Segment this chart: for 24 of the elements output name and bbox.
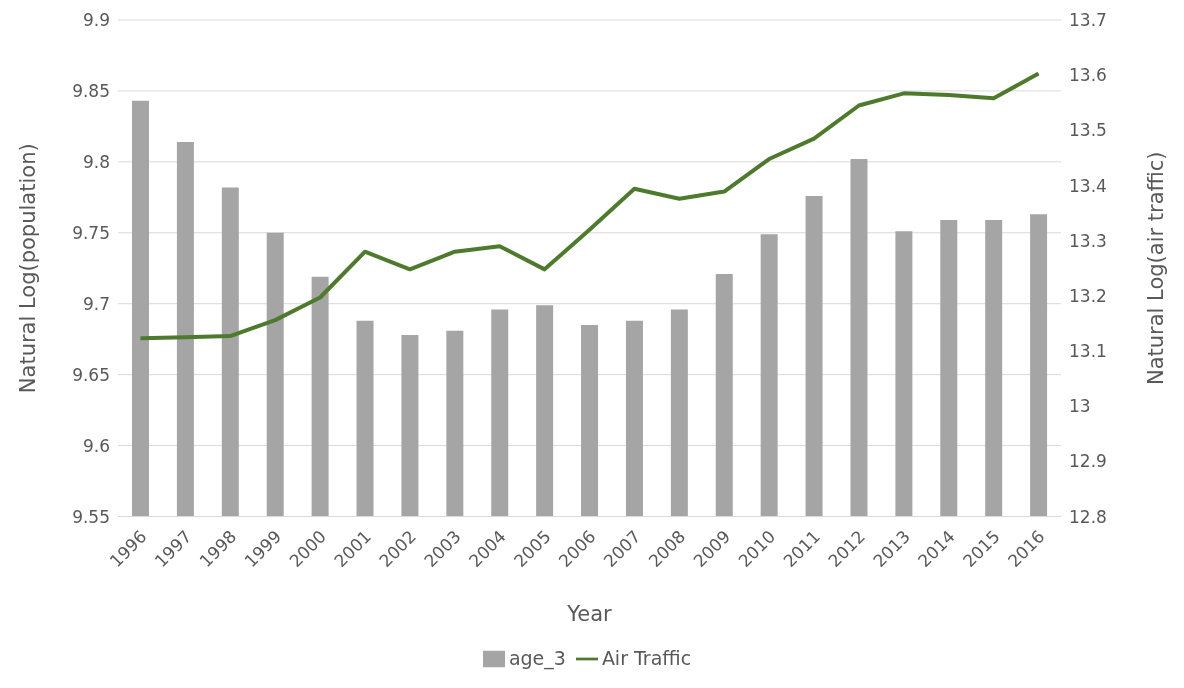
y2-tick-label: 13.2: [1069, 285, 1107, 306]
y-tick-label: 9.55: [72, 506, 110, 527]
y2-tick-label: 13.6: [1069, 65, 1107, 86]
y2-tick-label: 13.4: [1069, 175, 1107, 196]
line-series: [138, 71, 1041, 341]
y2-tick-label: 12.8: [1069, 506, 1107, 527]
y-tick-label: 9.8: [82, 151, 110, 172]
y2-tick-label: 13: [1069, 396, 1091, 417]
y2-tick-label: 13.5: [1069, 120, 1107, 141]
y2-tick-label: 13.3: [1069, 230, 1107, 251]
y-tick-label: 9.75: [72, 222, 110, 243]
y2-tick-label: 13.7: [1069, 10, 1107, 31]
y-tick-label: 9.6: [82, 435, 110, 456]
y-tick-label: 9.9: [82, 10, 110, 31]
y-tick-label: 9.85: [72, 80, 110, 101]
y-axis-title: Natural Log(population): [16, 143, 41, 394]
y2-tick-label: 13.1: [1069, 341, 1107, 362]
legend-label: age_3: [508, 646, 566, 669]
y-tick-label: 9.65: [72, 364, 110, 385]
y2-axis-title: Natural Log(air traffic): [1144, 151, 1169, 386]
y-tick-label: 9.7: [82, 293, 110, 314]
y2-tick-label: 12.9: [1069, 451, 1107, 472]
x-axis-title: Year: [566, 601, 613, 626]
legend-label: Air Traffic: [601, 646, 692, 669]
